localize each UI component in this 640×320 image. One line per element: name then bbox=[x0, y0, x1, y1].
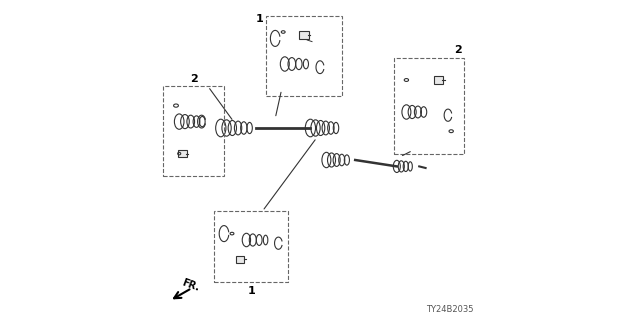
Bar bbox=[214, 211, 288, 282]
FancyBboxPatch shape bbox=[434, 76, 443, 84]
Text: 2: 2 bbox=[189, 74, 198, 84]
FancyBboxPatch shape bbox=[300, 31, 308, 39]
Text: 1: 1 bbox=[247, 286, 255, 296]
Text: FR.: FR. bbox=[181, 277, 201, 293]
Text: 2: 2 bbox=[454, 45, 461, 55]
Bar bbox=[394, 58, 464, 154]
Bar bbox=[163, 86, 224, 176]
Bar bbox=[266, 16, 342, 96]
Text: 1: 1 bbox=[255, 14, 263, 24]
FancyBboxPatch shape bbox=[236, 256, 244, 263]
Text: TY24B2035: TY24B2035 bbox=[426, 305, 474, 314]
FancyBboxPatch shape bbox=[178, 150, 187, 157]
